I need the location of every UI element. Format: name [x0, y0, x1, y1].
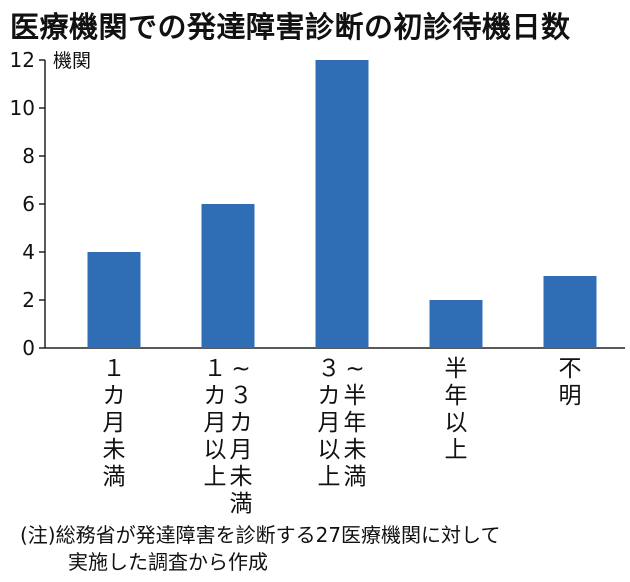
x-category-label-2-c2-r3: 月 [204, 410, 227, 436]
x-category-label-2-c2-r1: １ [204, 356, 227, 382]
x-category-label-1-c1-r1: １ [103, 356, 126, 382]
footnote-line-2: 実施した調査から作成 [68, 550, 268, 574]
x-category-label-3-c2-r2: カ [318, 383, 341, 409]
bar-3 [315, 60, 369, 348]
x-category-label-3-c2-r1: ３ [318, 356, 341, 382]
x-category-label-3-c1-r5: 満 [344, 464, 367, 490]
chart-title: 医療機関での発達障害診断の初診待機日数 [10, 10, 571, 44]
x-category-label-1-c1-r5: 満 [103, 464, 126, 490]
y-tick-label-12: 12 [10, 48, 35, 72]
bar-5 [543, 276, 597, 348]
x-category-label-3-c1-r2: 半 [344, 383, 367, 409]
x-category-label-2-c2-r2: カ [204, 383, 227, 409]
x-category-label-2-c1-r4: 月 [230, 437, 253, 463]
x-category-label-1-c1-r3: 月 [103, 410, 126, 436]
x-category-label-2-c2-r5: 上 [204, 464, 227, 490]
y-tick-label-8: 8 [22, 144, 35, 168]
x-category-label-4-c1-r2: 年 [445, 383, 468, 409]
x-category-label-2-c1-r1: ~ [231, 356, 250, 382]
x-category-label-4-c1-r4: 上 [445, 437, 468, 463]
x-category-label-3-c2-r4: 以 [318, 437, 341, 463]
y-axis-label: 機関 [53, 50, 91, 72]
x-category-label-2-c1-r6: 満 [230, 491, 253, 517]
x-category-label-3-c2-r5: 上 [318, 464, 341, 490]
y-tick-label-6: 6 [22, 192, 35, 216]
bar-1 [87, 252, 141, 348]
x-category-label-1-c1-r4: 未 [103, 437, 126, 463]
footnote: (注)総務省が発達障害を診断する27医療機関に対して 実施した調査から作成 [20, 522, 500, 576]
y-tick-label-10: 10 [10, 96, 35, 120]
x-category-label-1-c1-r2: カ [103, 383, 126, 409]
x-category-label-4-c1-r1: 半 [445, 356, 468, 382]
x-category-label-5-c1-r1: 不 [559, 356, 582, 382]
x-category-label-2-c1-r2: ３ [230, 383, 253, 409]
x-category-label-3-c1-r3: 年 [344, 410, 367, 436]
x-category-label-3-c1-r4: 未 [344, 437, 367, 463]
x-category-label-5-c1-r2: 明 [559, 383, 582, 409]
bar-4 [429, 300, 483, 348]
x-category-label-4-c1-r3: 以 [445, 410, 468, 436]
bar-2 [201, 204, 255, 348]
y-tick-label-0: 0 [22, 336, 35, 360]
x-category-label-3-c1-r1: ~ [345, 356, 364, 382]
x-category-label-3-c2-r3: 月 [318, 410, 341, 436]
footnote-line-1: (注)総務省が発達障害を診断する27医療機関に対して [20, 523, 501, 547]
x-category-label-2-c1-r5: 未 [230, 464, 253, 490]
y-tick-label-2: 2 [22, 288, 35, 312]
x-category-label-2-c1-r3: カ [230, 410, 253, 436]
y-tick-label-4: 4 [22, 240, 35, 264]
x-category-label-2-c2-r4: 以 [204, 437, 227, 463]
